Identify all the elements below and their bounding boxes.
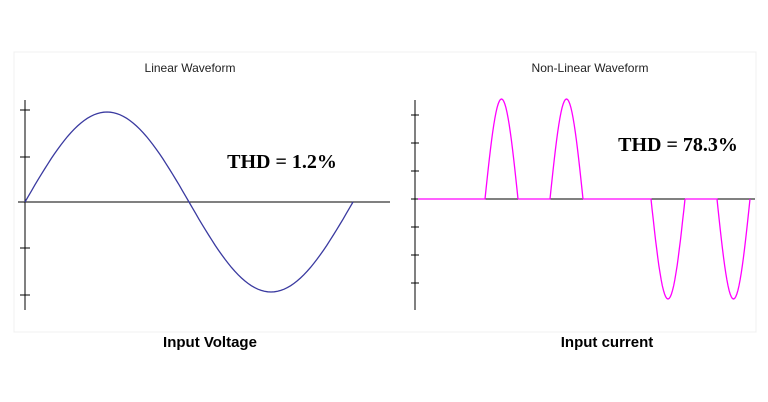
caption: Input current (561, 334, 654, 351)
thd-label: THD = 1.2% (227, 151, 337, 173)
frame (13, 51, 757, 333)
current-pulses (418, 98, 751, 300)
thd-label: THD = 78.3% (618, 134, 738, 156)
panel-title: Linear Waveform (145, 61, 236, 75)
panel-title: Non-Linear Waveform (532, 61, 649, 75)
caption: Input Voltage (163, 334, 257, 351)
sine-wave (24, 111, 354, 293)
right-panel: Non-Linear Waveform THD = 78.3% Input cu… (411, 61, 755, 351)
left-panel: Linear Waveform THD = 1.2% Input Voltage (18, 61, 390, 351)
